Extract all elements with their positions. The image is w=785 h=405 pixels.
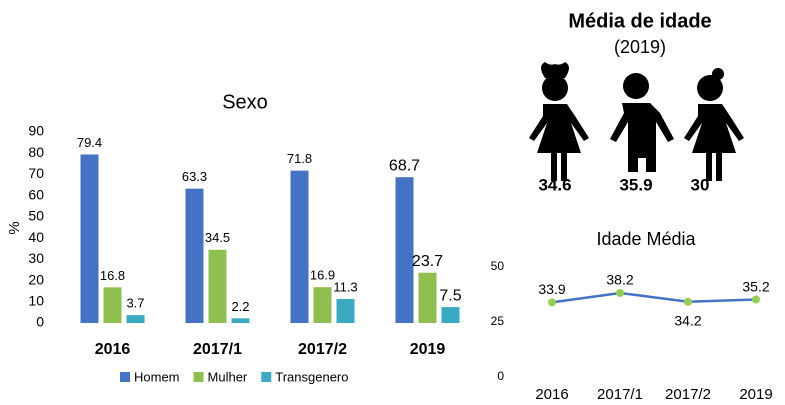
bar [395, 177, 414, 323]
female-icon [529, 62, 589, 181]
value-label: 34.6 [538, 175, 571, 194]
bar [208, 249, 227, 323]
data-label: 3.7 [126, 296, 144, 311]
chart-subtitle: (2019) [614, 37, 666, 57]
x-tick-label: 2017/1 [597, 386, 643, 403]
y-tick-label: 50 [491, 259, 505, 273]
female-icon [684, 68, 744, 181]
legend-label: Transgenero [275, 369, 348, 384]
value-label: 30 [691, 175, 710, 194]
data-label: 2.2 [231, 299, 249, 314]
x-tick-label: 2016 [535, 386, 568, 403]
data-label: 34.2 [674, 312, 701, 328]
data-label: 16.9 [310, 268, 335, 283]
male-icon [610, 73, 674, 172]
y-axis-label: % [6, 221, 23, 234]
data-label: 23.7 [412, 253, 443, 270]
data-label: 34.5 [205, 230, 230, 245]
bar [441, 307, 460, 323]
data-label: 35.2 [742, 278, 769, 294]
legend-swatch [193, 372, 204, 382]
bar [103, 287, 122, 323]
data-label: 68.7 [389, 157, 420, 174]
data-label: 33.9 [538, 281, 565, 297]
bar [185, 188, 204, 323]
bar [290, 170, 309, 323]
data-label: 63.3 [182, 169, 207, 184]
value-label: 35.9 [619, 175, 652, 194]
legend-swatch [261, 372, 272, 382]
x-tick-label: 2019 [410, 341, 446, 358]
y-tick-label: 70 [28, 165, 44, 181]
marker [548, 298, 556, 307]
data-label: 7.5 [439, 287, 461, 304]
data-label: 71.8 [287, 151, 312, 166]
marker [752, 295, 760, 304]
bar [80, 154, 99, 323]
legend-label: Homem [134, 369, 180, 384]
legend-label: Mulher [208, 369, 248, 384]
y-tick-label: 25 [491, 314, 505, 328]
marker [616, 288, 624, 297]
x-tick-label: 2019 [739, 386, 772, 403]
y-tick-label: 30 [28, 250, 44, 266]
chart-title: Idade Média [596, 229, 696, 249]
line [551, 291, 757, 304]
chart-title: Sexo [222, 91, 268, 113]
data-label: 38.2 [606, 272, 633, 288]
y-tick-label: 10 [28, 292, 44, 308]
x-tick-label: 2017/1 [193, 341, 242, 358]
data-label: 11.3 [333, 279, 357, 294]
legend-swatch [120, 372, 130, 382]
bar [231, 318, 250, 323]
marker [684, 297, 692, 306]
x-tick-label: 2016 [95, 341, 131, 358]
y-tick-label: 20 [28, 271, 44, 287]
bar [418, 272, 437, 323]
chart-title: Média de idade [568, 10, 711, 32]
y-tick-label: 0 [497, 369, 504, 383]
data-label: 16.8 [100, 268, 125, 283]
bar [126, 315, 145, 323]
y-tick-label: 40 [28, 229, 44, 245]
data-label: 79.4 [77, 135, 102, 150]
y-tick-label: 0 [36, 314, 44, 330]
x-tick-label: 2017/2 [665, 386, 711, 403]
bar [313, 287, 332, 323]
y-tick-label: 50 [28, 208, 44, 224]
bar [336, 299, 355, 323]
pictograph-icons [529, 62, 744, 181]
y-tick-label: 80 [28, 144, 44, 160]
x-tick-label: 2017/2 [298, 341, 347, 358]
y-tick-label: 90 [28, 123, 44, 139]
y-tick-label: 60 [28, 186, 44, 202]
